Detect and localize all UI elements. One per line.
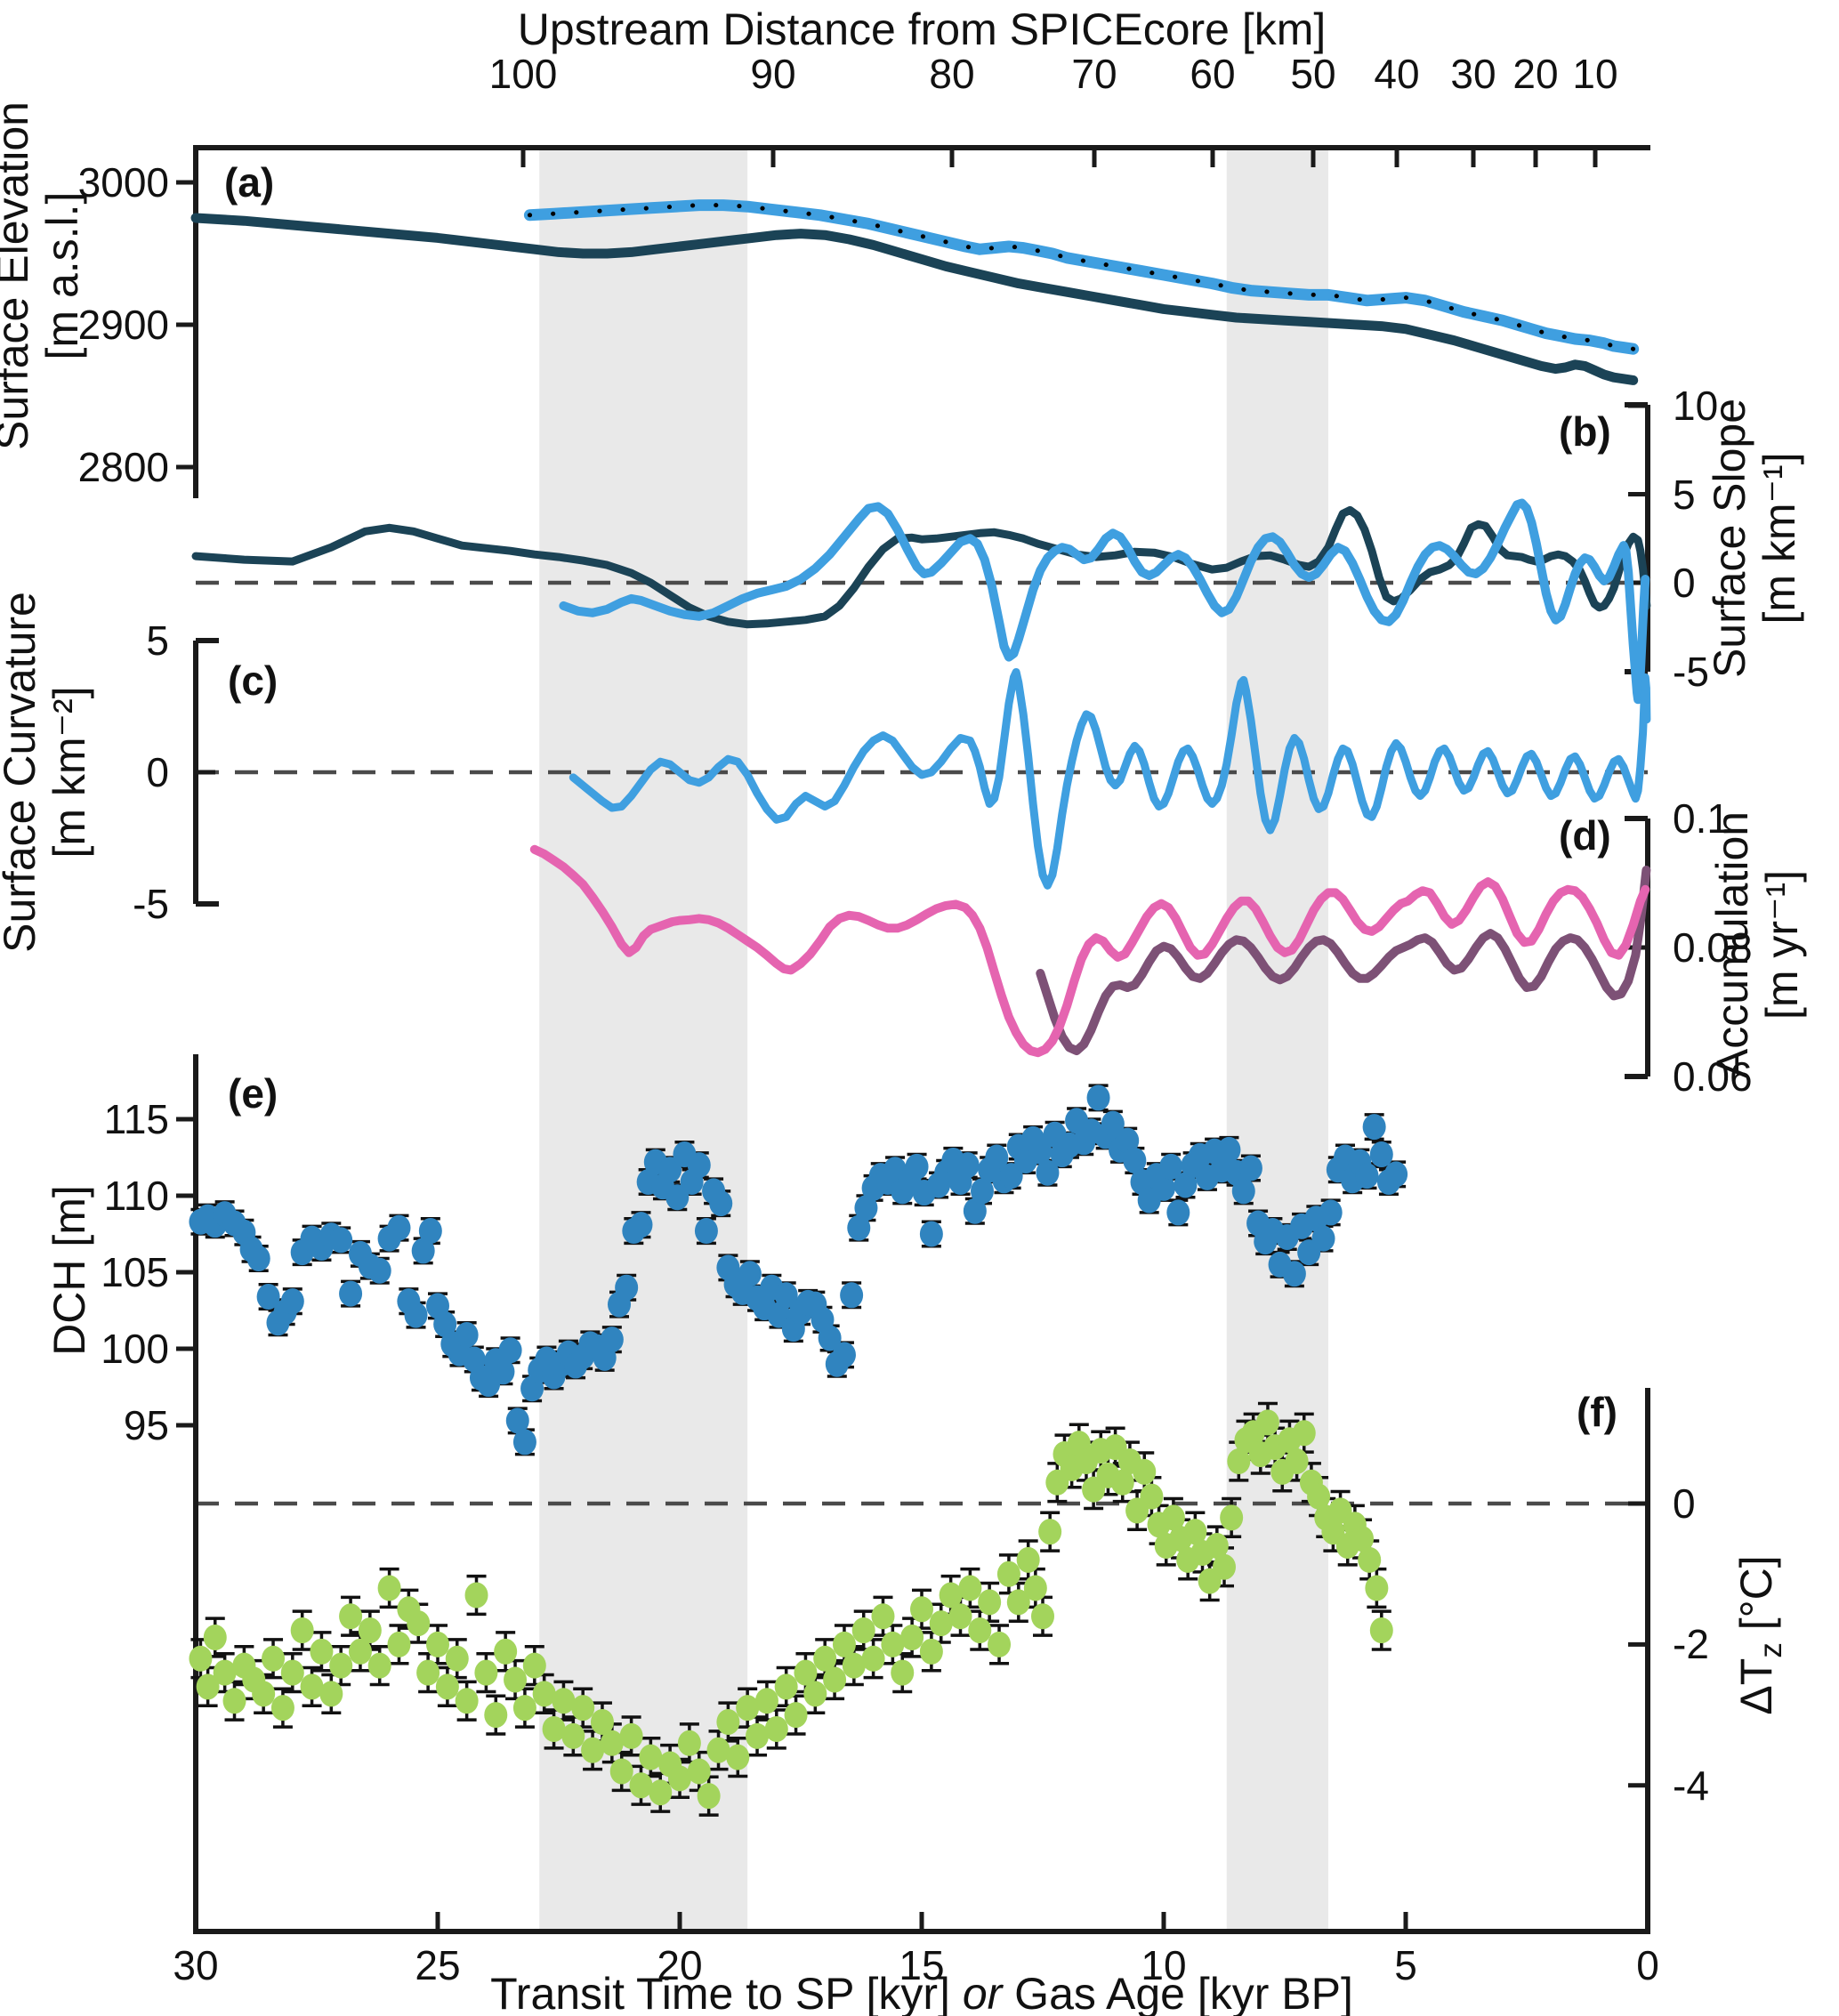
tick-label: 3000 [77, 159, 169, 206]
tick-label: 0.08 [1673, 924, 1753, 971]
tick-label: 95 [123, 1402, 169, 1448]
tick-label: -5 [1673, 648, 1709, 695]
tick-label: 0.1 [1673, 795, 1730, 842]
tick-label: 50 [1290, 51, 1336, 97]
tick-label: 60 [1190, 51, 1236, 97]
tick-label: 80 [929, 51, 975, 97]
tick-label: 5 [1673, 471, 1696, 518]
tick-label: 15 [899, 1942, 945, 1988]
bottom-axis-title: Transit Time to SP [kyr] or Gas Age [kyr… [490, 1969, 1353, 2016]
tick-label: 2900 [77, 302, 169, 348]
y-axis-title-surface-curvature: Surface Curvature [m km⁻²] [0, 592, 94, 953]
tick-label: 110 [103, 1173, 169, 1219]
tick-label: -4 [1673, 1762, 1709, 1809]
y-axis-title-dch: DCH [m] [44, 1185, 94, 1356]
panel-label-c: (c) [228, 657, 278, 704]
tick-label: 70 [1071, 51, 1117, 97]
tick-label: 0 [1673, 1480, 1696, 1527]
panel-label-a: (a) [224, 159, 275, 206]
tick-label: 20 [1512, 51, 1559, 97]
tick-label: 10 [1673, 383, 1719, 429]
tick-label: 10 [1572, 51, 1618, 97]
y-axis-title-surface-slope: Surface Slope [m km⁻¹] [1705, 398, 1804, 679]
panel-label-d: (d) [1559, 812, 1611, 859]
tick-label: -2 [1673, 1621, 1709, 1668]
tick-label: 20 [657, 1942, 703, 1988]
tick-label: 100 [488, 51, 558, 97]
panel-label-e: (e) [228, 1070, 278, 1117]
y-axis-title-delta-tz: ΔTz [°C] [1730, 1555, 1788, 1715]
tick-label: 25 [415, 1942, 461, 1988]
tick-label: 10 [1141, 1942, 1187, 1988]
tick-label: 105 [101, 1249, 169, 1295]
tick-label: 0 [146, 749, 169, 795]
tick-label: 90 [750, 51, 796, 97]
tick-label: 100 [101, 1326, 169, 1372]
tick-label: 5 [146, 617, 169, 664]
top-axis-title: Upstream Distance from SPICEcore [km] [517, 4, 1327, 54]
tick-label: 115 [103, 1096, 169, 1142]
tick-label: 5 [1394, 1942, 1417, 1988]
tick-label: 40 [1374, 51, 1420, 97]
panel-label-b: (b) [1559, 408, 1611, 455]
tick-label: 30 [173, 1942, 219, 1988]
tick-label: -5 [133, 881, 169, 927]
tick-label: 2800 [77, 444, 169, 490]
tick-label: 0.06 [1673, 1053, 1753, 1100]
y-axis-title-surface-elevation: Surface Elevation [m a.s.l.] [0, 101, 87, 450]
panel-label-f: (f) [1577, 1389, 1617, 1435]
tick-label: 0 [1673, 560, 1696, 606]
tick-label: 0 [1636, 1942, 1659, 1988]
tick-label: 30 [1450, 51, 1496, 97]
